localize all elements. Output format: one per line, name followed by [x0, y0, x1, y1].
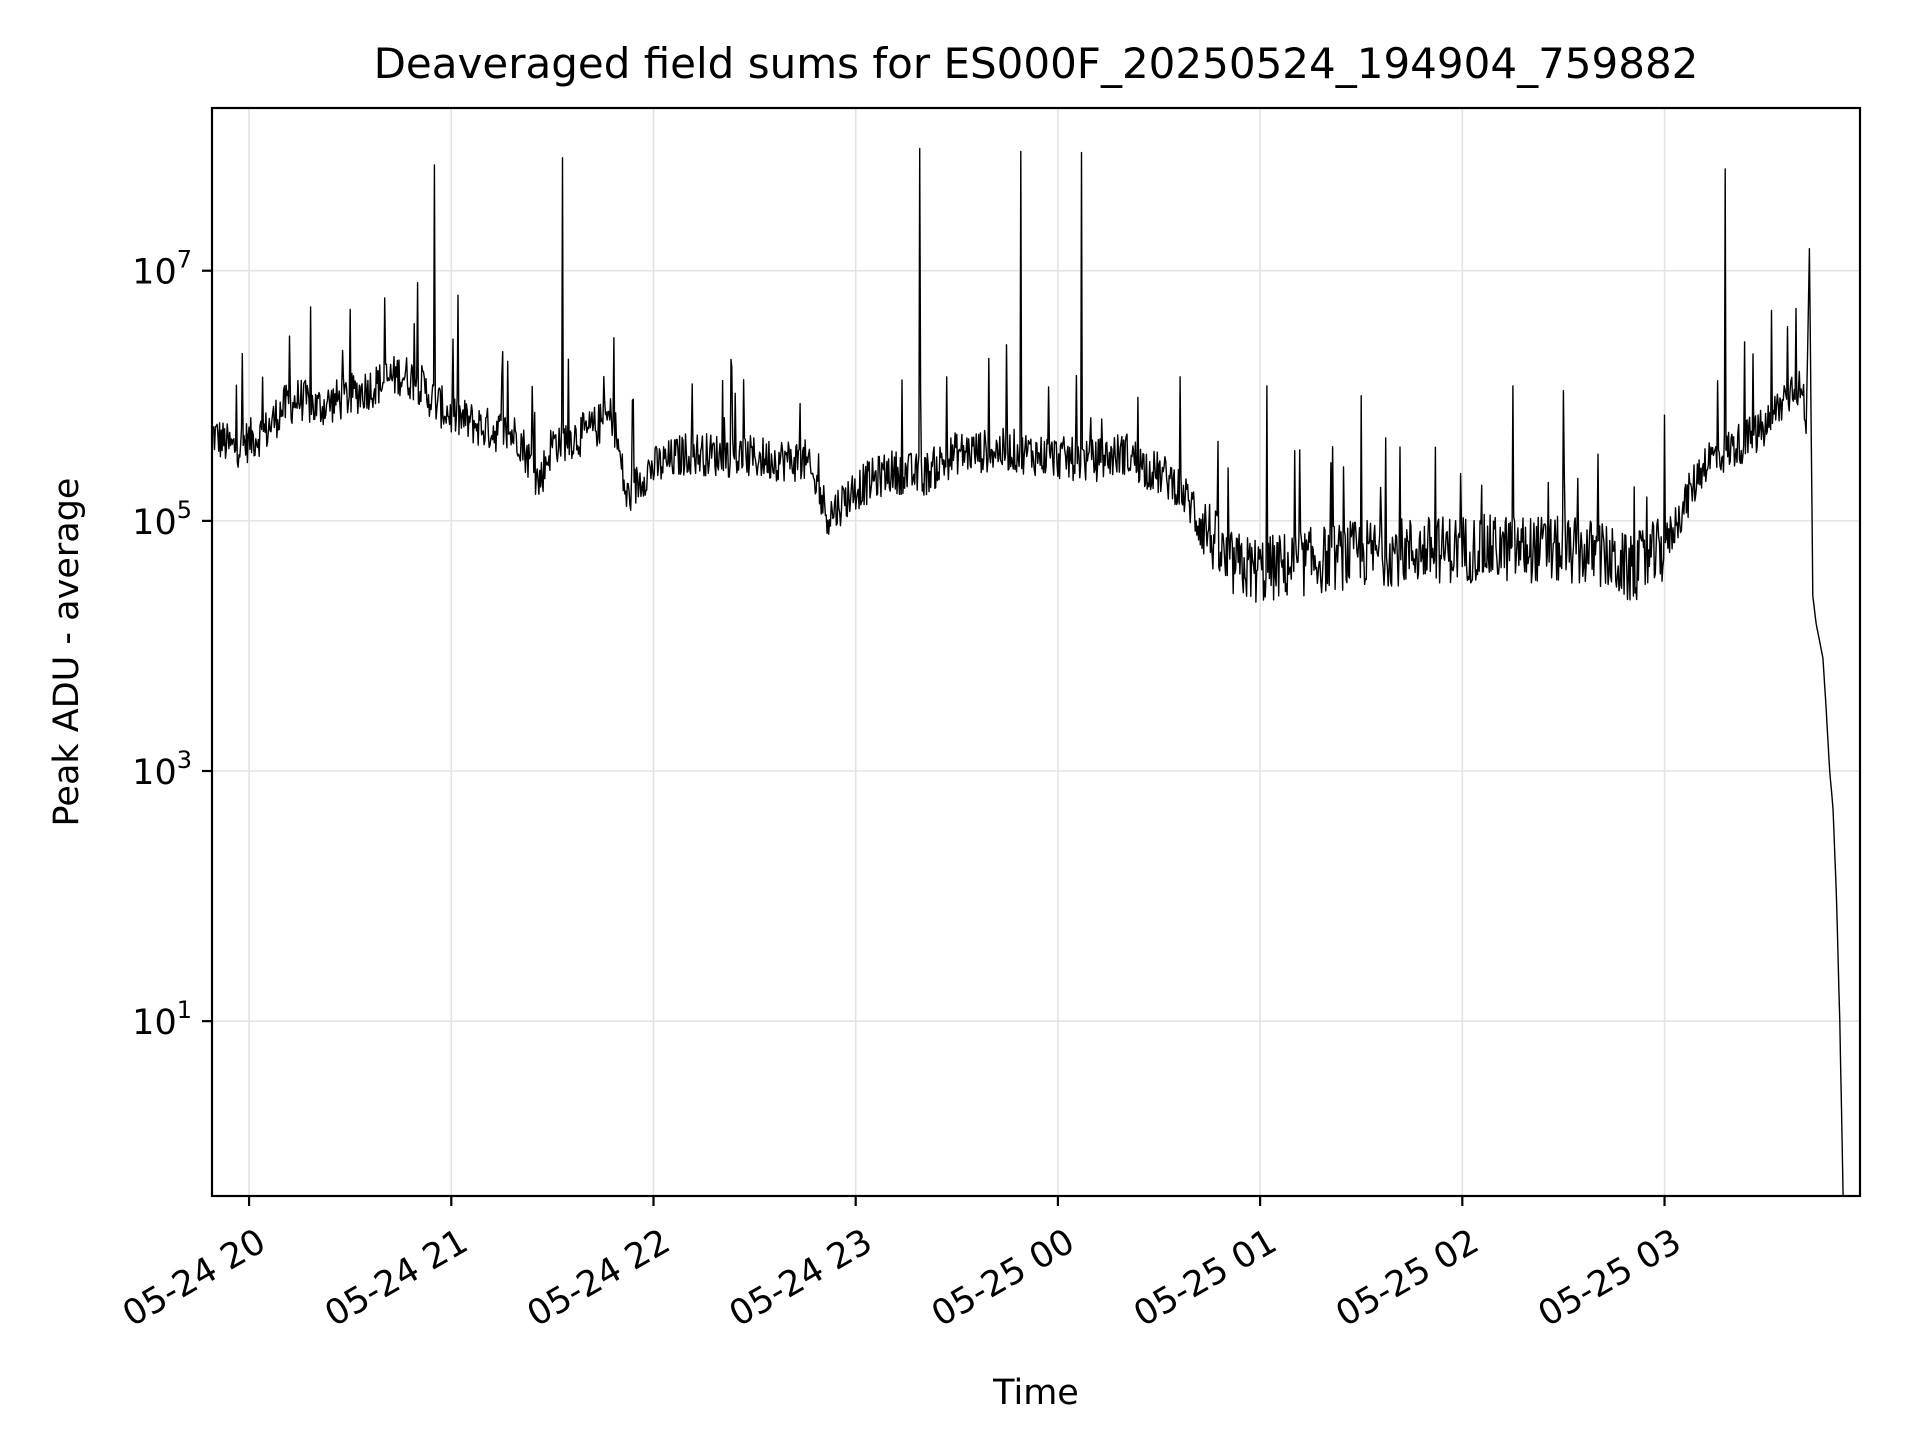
grid: [212, 108, 1860, 1196]
x-tick-label: 05-25 00: [925, 1222, 1081, 1335]
x-tick-label: 05-25 02: [1330, 1222, 1486, 1335]
x-axis-label: Time: [992, 1373, 1079, 1413]
x-tick-label: 05-24 21: [318, 1222, 474, 1335]
y-tick-label: 103: [132, 746, 192, 793]
series-layer: [211, 147, 1860, 1197]
x-tick-label: 05-24 23: [723, 1222, 879, 1335]
plot-frame: [210, 106, 1862, 1198]
y-axis-label: Peak ADU - average: [47, 478, 87, 827]
series-line: [211, 147, 1860, 1197]
x-tick-label: 05-25 03: [1532, 1222, 1688, 1335]
x-tick-label: 05-25 01: [1127, 1222, 1283, 1335]
y-tick-label: 101: [132, 996, 192, 1043]
x-tick-label: 05-24 22: [521, 1222, 677, 1335]
x-tick-label: 05-24 20: [116, 1222, 272, 1335]
chart-title: Deaveraged field sums for ES000F_2025052…: [374, 39, 1699, 88]
y-tick-label: 105: [132, 496, 192, 543]
y-tick-label: 107: [132, 246, 192, 293]
